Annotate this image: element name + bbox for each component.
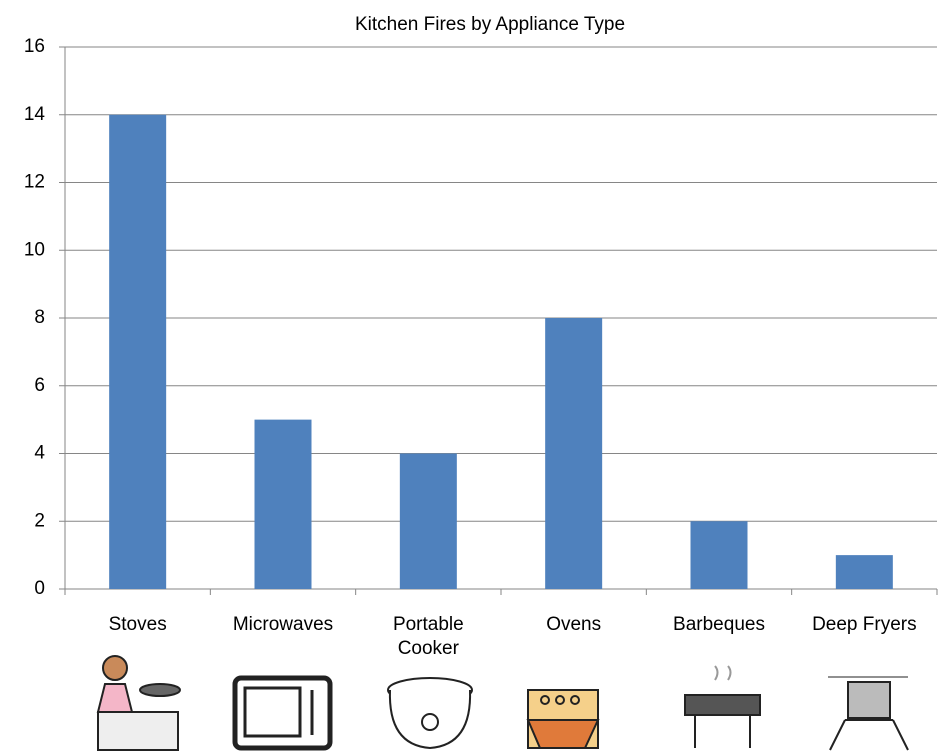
x-tick-label: Barbeques [673,614,765,635]
y-tick-label: 14 [24,104,46,125]
y-tick-label: 4 [34,443,45,464]
x-tick-label: Portable Cooker [392,614,464,659]
icons [96,655,909,751]
chart-title: Kitchen Fires by Appliance Type [355,14,625,35]
microwave-icon [232,675,333,751]
y-tick-label: 10 [24,239,45,260]
y-tick-label: 0 [34,578,45,599]
y-tick-label: 12 [24,172,45,193]
fryer-icon [828,676,909,751]
y-tick-label: 8 [34,307,45,328]
bar [254,419,312,589]
x-tick-label: Ovens [546,614,602,635]
x-tick-label: Microwaves [232,614,334,635]
bar [690,521,748,589]
grill-icon [684,665,761,748]
y-tick-label: 2 [34,510,45,531]
cooker-icon [387,677,473,750]
x-tick-label: Deep Fryers [812,614,917,635]
y-tick-label: 16 [24,36,45,57]
stove-icon [96,655,181,751]
bar [545,318,603,589]
x-tick-label: Stoves [108,614,167,635]
bar [109,114,167,589]
oven-icon [526,689,600,749]
bar [835,555,893,589]
bar [399,453,457,589]
y-tick-label: 6 [34,375,45,396]
